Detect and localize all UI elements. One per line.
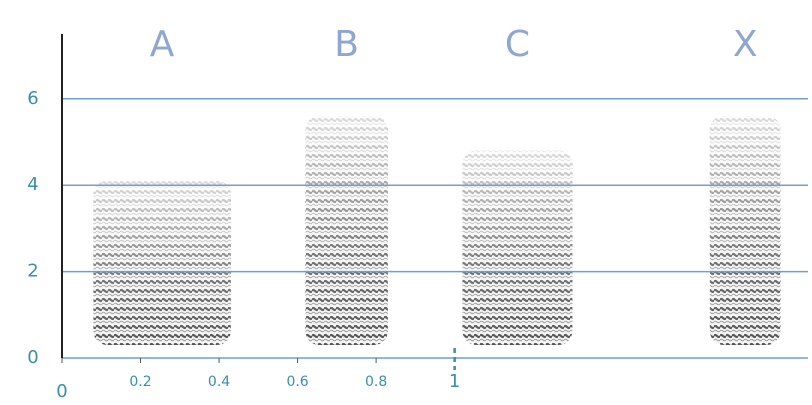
x-tick-label: 1 [449,371,460,392]
y-tick-label: 6 [27,88,38,109]
x-tick-label: 0 [56,381,67,402]
sound-label: C [505,24,530,65]
x-tick-label: 0.2 [129,374,151,390]
spectrogram-fade [462,150,573,346]
x-tick-label: 0.6 [286,374,308,390]
y-tick-label: 4 [27,174,38,195]
spectrogram-fade [305,116,388,346]
sound-label: B [334,24,359,65]
x-tick-label: 0.8 [365,374,387,390]
y-tick-label: 0 [27,347,38,368]
sound-label: X [733,24,758,65]
y-tick-label: 2 [27,261,38,282]
spectrogram-fade [93,180,231,346]
x-tick-label: 0.4 [208,374,230,390]
sound-label: A [150,24,175,65]
spectrogram-fade [709,116,781,346]
